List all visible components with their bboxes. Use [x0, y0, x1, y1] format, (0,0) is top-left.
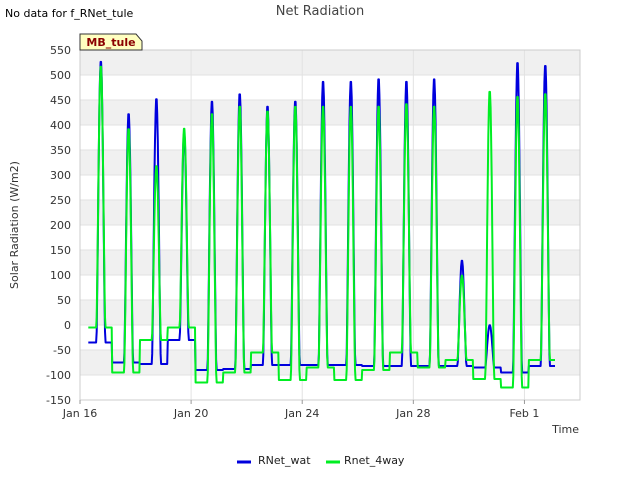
x-axis-ticks: Jan 16 Jan 20 Jan 24 Jan 28 Feb 1	[62, 400, 539, 420]
plot-band	[80, 175, 580, 200]
legend-label-rnet-wat: RNet_wat	[258, 454, 311, 467]
chart-title: Net Radiation	[276, 4, 364, 19]
series-line-rnet-4way	[87, 65, 556, 389]
plot-band	[80, 250, 580, 275]
y-tick-label: 250	[50, 194, 71, 207]
no-data-note: No data for f_RNet_tule	[5, 7, 134, 20]
y-tick-label: 200	[50, 219, 71, 232]
legend: RNet_wat Rnet_4way	[237, 454, 405, 467]
y-tick-label: 500	[50, 69, 71, 82]
x-axis-label: Time	[551, 423, 579, 436]
y-tick-label: 0	[64, 319, 71, 332]
site-badge: MB_tule	[79, 33, 143, 51]
plot-band	[80, 225, 580, 250]
plot-band	[80, 350, 580, 375]
plot-background-bands	[79, 49, 580, 401]
x-tick-label: Jan 16	[62, 407, 97, 420]
y-tick-label: 550	[50, 44, 71, 57]
plot-band	[80, 50, 580, 75]
plot-band	[80, 125, 580, 150]
plot-band	[80, 300, 580, 325]
x-tick-label: Jan 20	[173, 407, 208, 420]
y-tick-label: 50	[57, 294, 71, 307]
y-axis-ticks: -150 -100 -50 0 50 100 150 200 250 300 350 400 450 50…	[46, 44, 71, 407]
y-tick-label: 150	[50, 244, 71, 257]
y-tick-label: 450	[50, 94, 71, 107]
x-tick-label: Jan 24	[284, 407, 319, 420]
plot-band	[80, 75, 580, 100]
plot-band	[80, 325, 580, 350]
plot-band	[80, 200, 580, 225]
site-badge-box	[79, 33, 143, 51]
y-tick-label: 350	[50, 144, 71, 157]
y-tick-label: -50	[53, 344, 71, 357]
x-tick-label: Jan 28	[395, 407, 430, 420]
site-badge-label: MB_tule	[86, 36, 135, 49]
plot-band	[80, 150, 580, 175]
x-tick-label: Feb 1	[509, 407, 539, 420]
plot-band	[80, 100, 580, 125]
y-tick-label: 100	[50, 269, 71, 282]
y-tick-label: -100	[46, 369, 71, 382]
series-lines	[87, 60, 556, 389]
plot-border	[79, 49, 581, 401]
y-tick-label: 300	[50, 169, 71, 182]
y-tick-label: 400	[50, 119, 71, 132]
y-tick-label: -150	[46, 394, 71, 407]
y-axis-label: Solar Radiation (W/m2)	[8, 161, 21, 289]
legend-label-rnet-4way: Rnet_4way	[344, 454, 405, 467]
plot-band	[80, 275, 580, 300]
